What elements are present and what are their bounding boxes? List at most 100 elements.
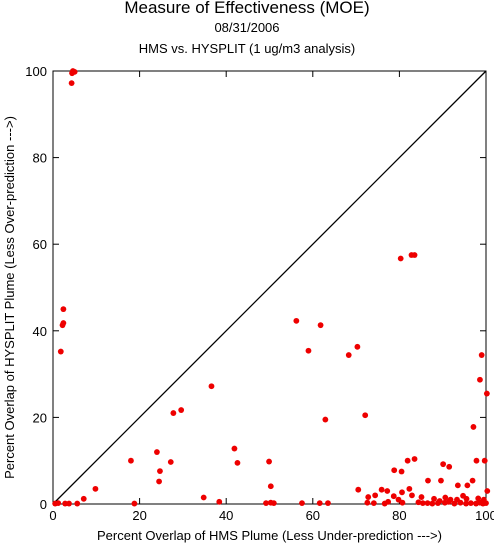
data-point — [370, 500, 377, 507]
data-point — [397, 255, 404, 262]
data-point — [55, 500, 62, 507]
data-point — [442, 494, 449, 501]
one-to-one-line — [52, 70, 487, 505]
data-point — [231, 445, 238, 452]
data-point — [325, 500, 331, 507]
data-point — [438, 477, 444, 484]
data-point — [57, 348, 64, 355]
data-point — [429, 500, 436, 507]
x-tick-label: 100 — [475, 508, 494, 523]
data-point — [69, 70, 75, 77]
data-point — [463, 495, 470, 502]
x-tick-label: 60 — [306, 508, 320, 523]
data-point — [467, 500, 474, 507]
chart-subtitle: HMS vs. HYSPLIT (1 ug/m3 analysis) — [138, 41, 356, 56]
y-tick-label: 80 — [33, 151, 47, 166]
data-point — [384, 488, 391, 494]
data-point — [385, 498, 392, 505]
data-point — [406, 485, 413, 492]
data-point — [454, 482, 461, 489]
y-tick-label: 60 — [33, 237, 47, 252]
data-point — [345, 352, 352, 358]
data-point — [305, 347, 312, 354]
data-point — [424, 500, 431, 507]
data-point — [267, 483, 274, 490]
data-point — [92, 485, 99, 492]
data-point — [390, 493, 397, 500]
data-point — [457, 499, 464, 506]
data-point — [266, 458, 272, 465]
y-axis-ticks: 0 20 40 60 80 100 — [25, 64, 486, 512]
data-point — [399, 499, 406, 506]
data-point — [469, 477, 476, 484]
data-point — [154, 449, 160, 455]
data-point — [178, 407, 185, 413]
data-point — [80, 495, 87, 502]
data-point — [234, 459, 241, 466]
data-point — [355, 486, 362, 493]
y-tick-label: 20 — [33, 410, 47, 425]
data-points — [52, 68, 491, 507]
chart-date: 08/31/2006 — [214, 20, 280, 35]
data-point — [415, 499, 422, 506]
data-point — [128, 457, 134, 464]
data-point — [411, 456, 418, 462]
data-point — [483, 390, 490, 397]
data-point — [354, 343, 361, 350]
data-point — [445, 498, 452, 505]
data-point — [398, 468, 405, 475]
data-point — [157, 468, 163, 474]
y-tick-label: 0 — [40, 497, 47, 512]
data-point — [431, 495, 437, 502]
data-point — [68, 80, 75, 87]
data-point — [317, 322, 324, 329]
data-point — [66, 500, 72, 507]
data-point — [316, 500, 323, 507]
data-point — [409, 492, 415, 499]
data-point — [378, 486, 385, 493]
chart-title: Measure of Effectiveness (MOE) — [124, 0, 370, 17]
data-point — [404, 457, 411, 464]
data-point — [395, 496, 402, 503]
data-point — [481, 457, 488, 464]
data-point — [270, 500, 277, 507]
x-tick-label: 40 — [219, 508, 233, 523]
data-point — [263, 500, 269, 507]
data-point — [478, 352, 485, 358]
data-point — [440, 461, 447, 468]
data-point — [170, 410, 177, 416]
data-point — [435, 500, 441, 507]
data-point — [216, 498, 223, 505]
data-point — [451, 500, 458, 507]
x-tick-label: 0 — [49, 508, 56, 523]
data-point — [365, 494, 372, 500]
x-axis-label: Percent Overlap of HMS Plume (Less Under… — [97, 528, 442, 543]
data-point — [463, 500, 469, 507]
y-tick-label: 100 — [25, 64, 47, 79]
data-point — [208, 383, 215, 390]
data-point — [200, 494, 207, 501]
y-tick-label: 40 — [33, 324, 47, 339]
data-point — [391, 467, 398, 474]
x-tick-label: 20 — [132, 508, 146, 523]
data-point — [411, 252, 418, 258]
data-point — [419, 500, 426, 507]
data-point — [446, 463, 453, 470]
data-point — [418, 494, 425, 500]
data-point — [362, 412, 369, 419]
data-point — [372, 492, 379, 499]
data-point — [59, 322, 66, 329]
axes — [52, 70, 487, 505]
data-point — [464, 482, 471, 489]
data-point — [322, 416, 329, 423]
data-point — [131, 500, 138, 507]
data-point — [477, 376, 483, 383]
x-tick-label: 80 — [392, 508, 406, 523]
data-point — [299, 500, 305, 507]
data-point — [483, 500, 489, 507]
y-axis-label: Percent Overlap of HYSPLIT Plume (Less O… — [2, 116, 17, 479]
data-point — [293, 317, 300, 324]
data-point — [167, 459, 174, 465]
data-point — [484, 488, 491, 494]
